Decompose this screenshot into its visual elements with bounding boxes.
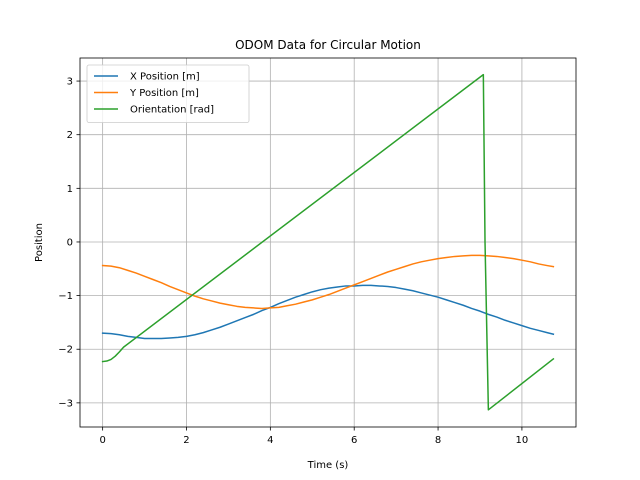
y-tick-label: −3 — [58, 398, 73, 409]
x-axis-label: Time (s) — [307, 460, 349, 471]
x-tick-label: 8 — [435, 435, 441, 446]
y-tick-label: 3 — [67, 77, 73, 88]
y-axis-label: Position — [34, 223, 45, 262]
x-tick-label: 2 — [183, 435, 189, 446]
ticks: 0 2 4 6 8 10 −3 −2 −1 0 1 2 3 — [58, 77, 528, 446]
y-tick-label: 0 — [67, 237, 73, 248]
y-tick-label: −1 — [58, 291, 73, 302]
legend-label: Y Position [m] — [129, 88, 199, 99]
y-tick-label: −2 — [58, 345, 73, 356]
legend-label: X Position [m] — [130, 72, 200, 83]
series-line-2 — [101, 73, 555, 411]
legend-label: Orientation [rad] — [130, 105, 214, 116]
x-tick-label: 6 — [351, 435, 357, 446]
x-tick-label: 10 — [516, 435, 529, 446]
x-tick-label: 0 — [99, 435, 105, 446]
legend: X Position [m] Y Position [m] Orientation … — [86, 64, 250, 123]
series-line-1 — [101, 254, 555, 310]
y-tick-label: 2 — [67, 130, 73, 141]
x-tick-label: 4 — [267, 435, 273, 446]
legend-box — [86, 64, 250, 123]
y-tick-label: 1 — [67, 184, 73, 195]
series-line-0 — [101, 284, 555, 340]
axes-frame — [79, 57, 577, 428]
chart-title: ODOM Data for Circular Motion — [235, 38, 421, 52]
series-layer — [101, 73, 555, 411]
